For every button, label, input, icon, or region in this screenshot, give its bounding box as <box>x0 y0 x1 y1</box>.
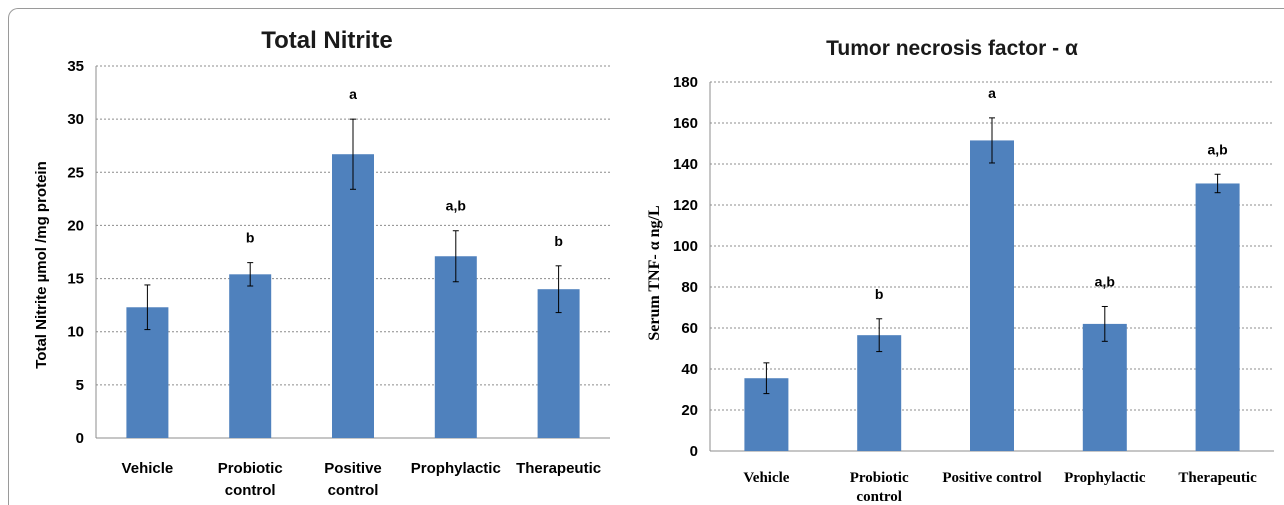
chart2-y-tick-label: 140 <box>673 156 698 173</box>
chart2-x-tick-label: Probiotic <box>850 470 909 486</box>
chart1-x-tick-label: Positive <box>324 460 382 477</box>
chart2-bar <box>970 140 1014 452</box>
chart1-significance-label: b <box>554 233 563 249</box>
chart1-significance-label: a,b <box>446 198 466 214</box>
chart2-significance-label: a,b <box>1095 273 1115 289</box>
chart2-y-tick-label: 40 <box>681 361 698 378</box>
chart2-significance-label: a,b <box>1207 141 1227 157</box>
chart2-x-tick-label: Prophylactic <box>1064 470 1146 486</box>
chart1-y-tick-label: 15 <box>67 271 84 288</box>
chart1-x-tick-label: Prophylactic <box>411 460 501 477</box>
chart1-x-tick-label: control <box>328 482 379 499</box>
chart2-x-tick-label: Positive control <box>942 470 1041 486</box>
chart1-x-tick-label: control <box>225 482 276 499</box>
chart1-x-tick-label: Vehicle <box>122 460 174 477</box>
chart2-bar <box>1082 323 1127 451</box>
chart2-y-axis-label: Serum TNF- α ng/L <box>646 205 663 340</box>
chart2-y-tick-label: 60 <box>681 320 698 337</box>
chart2-x-tick-label: Vehicle <box>743 470 789 486</box>
chart1-bar <box>434 256 477 438</box>
chart2-y-tick-label: 180 <box>673 74 698 91</box>
chart1-y-axis-label: Total Nitrite µmol /mg protein <box>33 161 50 369</box>
chart1-y-tick-label: 0 <box>76 430 84 447</box>
chart1-x-tick-label: Therapeutic <box>516 460 601 477</box>
chart2-y-tick-label: 80 <box>681 279 698 296</box>
chart1-y-tick-label: 20 <box>67 217 84 234</box>
chart1-x-tick-label: Probiotic <box>218 460 283 477</box>
chart1-significance-label: a <box>349 86 357 102</box>
chart2-y-tick-label: 100 <box>673 238 698 255</box>
chart-tnf-alpha: Tumor necrosis factor - α Serum TNF- α n… <box>646 37 1274 505</box>
chart1-y-tick-label: 30 <box>67 111 84 128</box>
chart1-y-tick-label: 25 <box>67 164 84 181</box>
chart2-y-tick-label: 0 <box>690 443 698 460</box>
chart1-bar <box>332 154 374 438</box>
chart1-significance-label: b <box>246 230 255 246</box>
chart-total-nitrite: Total Nitrite Total Nitrite µmol /mg pro… <box>33 27 610 499</box>
chart2-title: Tumor necrosis factor - α <box>826 37 1078 60</box>
chart1-y-tick-label: 35 <box>67 58 84 75</box>
chart2-x-tick-label: control <box>856 489 902 505</box>
chart1-y-tick-label: 5 <box>76 377 84 394</box>
chart1-y-tick-label: 10 <box>67 324 84 341</box>
chart1-bar <box>537 289 580 438</box>
chart2-y-tick-label: 160 <box>673 115 698 132</box>
chart2-y-tick-label: 20 <box>681 402 698 419</box>
chart1-title: Total Nitrite <box>261 27 393 54</box>
chart2-significance-label: b <box>875 286 884 302</box>
chart2-bar <box>857 335 902 451</box>
chart2-bar <box>1195 183 1240 451</box>
figure-frame <box>8 8 1284 505</box>
chart2-y-tick-label: 120 <box>673 197 698 214</box>
chart1-bar <box>229 274 272 438</box>
chart2-x-tick-label: Therapeutic <box>1178 470 1257 486</box>
chart2-significance-label: a <box>988 85 996 101</box>
